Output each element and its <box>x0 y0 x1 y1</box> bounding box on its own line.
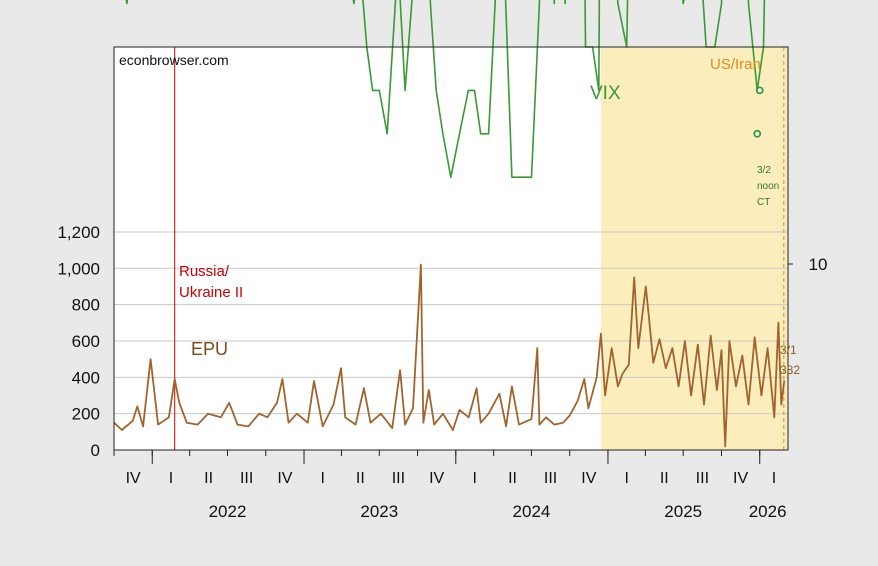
x-axis-quarter-label: I <box>624 470 628 487</box>
epu-annotation-line2: 382 <box>780 363 800 377</box>
x-axis-quarter-label: IV <box>581 470 596 487</box>
x-axis-quarter-label: III <box>696 470 709 487</box>
plot-frame <box>113 46 789 451</box>
left-axis-tick-label: 0 <box>91 441 100 460</box>
russia-event-label-line1: Russia/ <box>179 263 230 280</box>
epu-annotation-line1: 3/1 <box>780 343 797 357</box>
vix-annotation-line1: 3/2 <box>757 165 771 176</box>
vix-annotation-line3: CT <box>757 197 770 208</box>
left-axis-tick-label: 200 <box>72 405 100 424</box>
source-label: econbrowser.com <box>119 52 229 68</box>
vix-markers <box>753 86 764 138</box>
left-axis-tick-label: 1,000 <box>57 259 100 278</box>
x-axis-quarter-label: IV <box>733 470 748 487</box>
x-axis-quarter-label: III <box>392 470 405 487</box>
epu-series-label: EPU <box>191 339 228 359</box>
left-axis-tick-label: 800 <box>72 296 100 315</box>
right-axis-tick-label: 10 <box>809 255 828 274</box>
us-iran-event-label: US/Iran <box>710 56 761 73</box>
gridlines <box>114 231 788 415</box>
x-axis-year-label: 2026 <box>749 502 787 521</box>
x-axis-quarter-label: III <box>240 470 253 487</box>
russia-event-label-line2: Ukraine II <box>179 284 243 301</box>
vix-series-label: VIX <box>590 83 621 104</box>
x-axis-year-label: 2022 <box>209 502 247 521</box>
vix-line <box>125 0 766 178</box>
series-lines <box>113 0 786 448</box>
x-axis-year-label: 2023 <box>360 502 398 521</box>
x-axis-quarter-label: II <box>508 470 517 487</box>
vix-marker <box>753 129 762 138</box>
x-axis-quarter-label: II <box>660 470 669 487</box>
vix-marker <box>755 86 764 95</box>
x-axis-quarter-label: IV <box>126 470 141 487</box>
x-axis-quarter-label: I <box>472 470 476 487</box>
left-axis-tick-label: 400 <box>72 368 100 387</box>
x-axis-quarter-label: IV <box>277 470 292 487</box>
axes: 02004006008001,0001,200102030405060IVIII… <box>57 223 828 521</box>
x-axis-quarter-label: I <box>772 470 776 487</box>
x-axis-quarter-label: I <box>169 470 173 487</box>
vix-annotation-line2: noon <box>757 181 779 192</box>
x-axis-quarter-label: IV <box>429 470 444 487</box>
x-axis-year-label: 2024 <box>513 502 551 521</box>
left-axis-tick-label: 1,200 <box>57 223 100 242</box>
shaded-region <box>600 47 788 450</box>
x-axis-year-label: 2025 <box>664 502 702 521</box>
x-axis-quarter-label: II <box>356 470 365 487</box>
epu-line <box>113 263 786 448</box>
x-axis-quarter-label: III <box>544 470 557 487</box>
x-axis-quarter-label: I <box>321 470 325 487</box>
left-axis-tick-label: 600 <box>72 332 100 351</box>
x-axis-quarter-label: II <box>204 470 213 487</box>
shaded-region-group <box>600 47 788 450</box>
